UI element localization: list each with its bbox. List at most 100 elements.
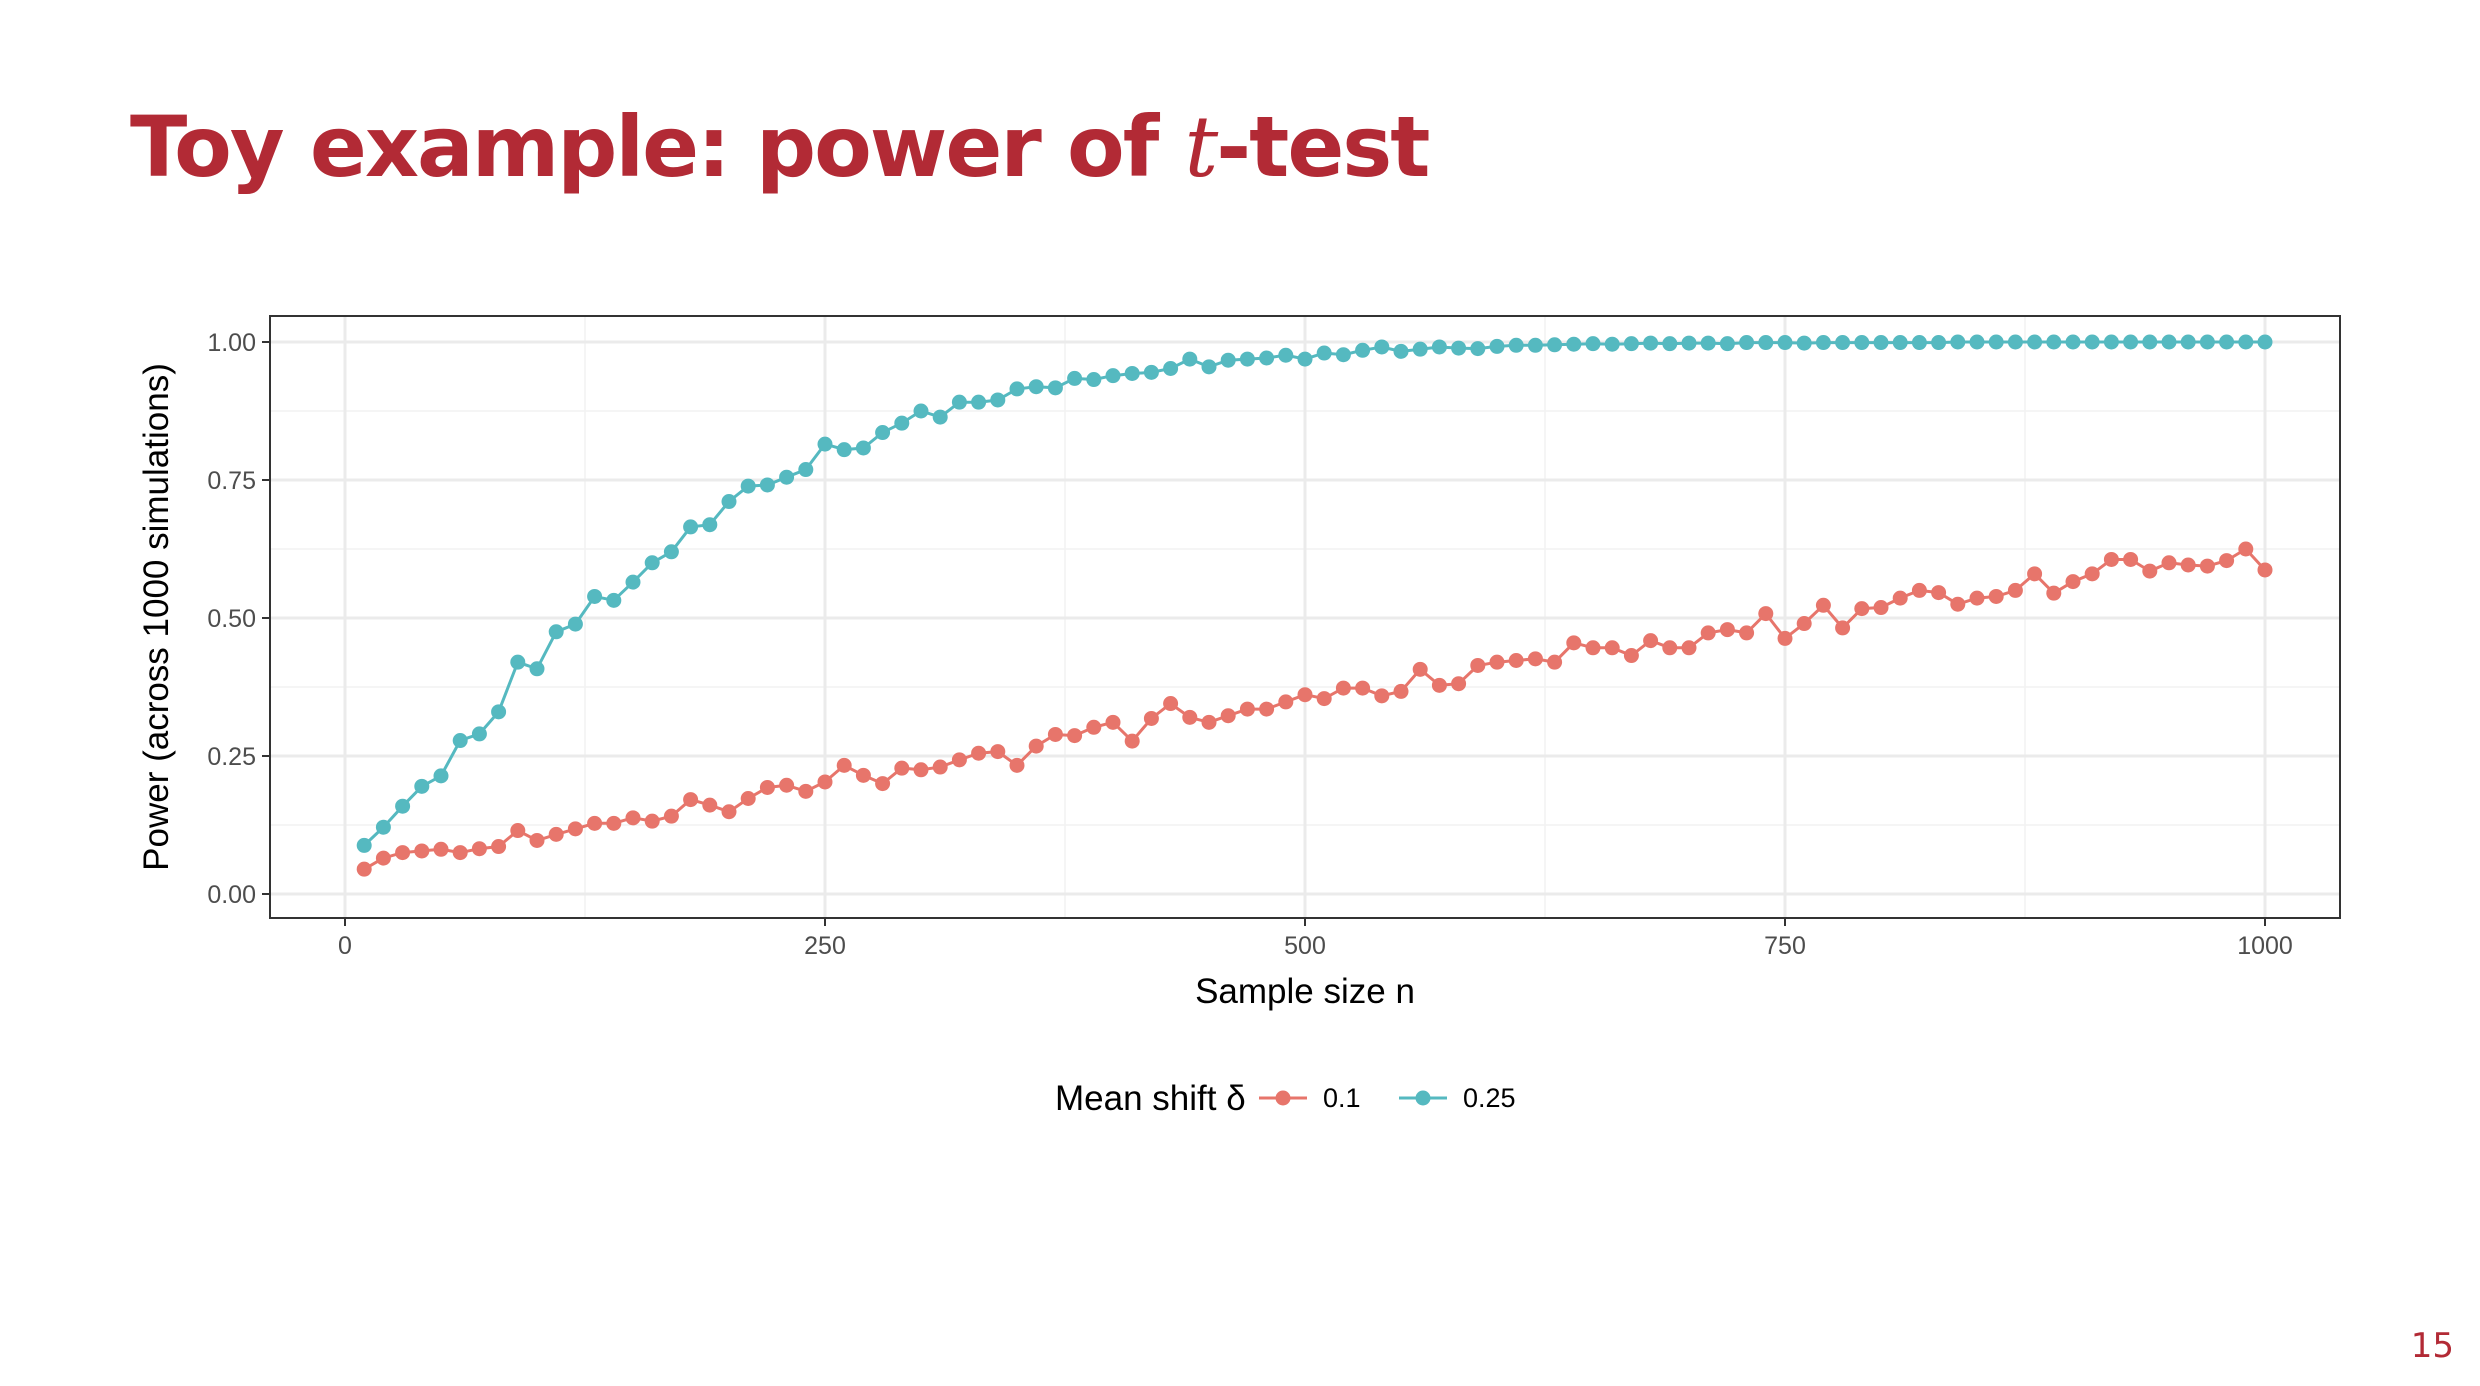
data-point — [1988, 588, 2004, 604]
data-point — [548, 624, 564, 640]
data-point — [471, 726, 487, 742]
data-point — [855, 440, 871, 456]
data-point — [567, 616, 583, 632]
data-point — [414, 778, 430, 794]
data-point — [1662, 640, 1678, 656]
data-point — [1508, 337, 1524, 353]
legend-label: 0.1 — [1323, 1083, 1361, 1113]
data-point — [1028, 738, 1044, 754]
data-point — [1067, 370, 1083, 386]
data-point — [1374, 339, 1390, 355]
data-point — [2180, 557, 2196, 573]
data-point — [702, 517, 718, 533]
series-0.1 — [356, 541, 2273, 877]
data-point — [1220, 352, 1236, 368]
data-point — [1431, 339, 1447, 355]
data-point — [452, 733, 468, 749]
data-point — [1815, 335, 1831, 351]
data-point — [1988, 334, 2004, 350]
data-point — [1009, 757, 1025, 773]
data-point — [1182, 709, 1198, 725]
y-axis-title: Power (across 1000 simulations) — [137, 363, 176, 871]
data-point — [875, 776, 891, 792]
x-tick-label: 500 — [1284, 932, 1326, 960]
data-point — [798, 462, 814, 478]
data-point — [1777, 630, 1793, 646]
data-point — [779, 469, 795, 485]
data-point — [2103, 551, 2119, 567]
data-point — [567, 821, 583, 837]
slide-title: Toy example: power of t-test — [130, 105, 1430, 189]
data-point — [1911, 335, 1927, 351]
slide-title-math-t: t — [1184, 98, 1219, 196]
data-point — [875, 425, 891, 441]
data-point — [587, 588, 603, 604]
data-point — [932, 409, 948, 425]
data-point — [1719, 622, 1735, 638]
data-point — [1143, 364, 1159, 380]
slide-title-suffix: -test — [1216, 98, 1430, 196]
legend-title: Mean shift δ — [1055, 1079, 1246, 1118]
data-point — [2219, 553, 2235, 569]
data-point — [1873, 600, 1889, 616]
data-point — [2199, 558, 2215, 574]
data-point — [2123, 551, 2139, 567]
data-point — [2142, 334, 2158, 350]
data-point — [2257, 334, 2273, 350]
data-point — [1047, 380, 1063, 396]
data-point — [798, 783, 814, 799]
x-tick-label: 0 — [338, 932, 352, 960]
data-point — [1758, 335, 1774, 351]
data-point — [491, 704, 507, 720]
data-point — [702, 797, 718, 813]
data-point — [683, 792, 699, 808]
data-point — [2084, 334, 2100, 350]
data-point — [1239, 701, 1255, 717]
data-point — [1412, 341, 1428, 357]
data-point — [529, 661, 545, 677]
data-point — [1892, 335, 1908, 351]
data-point — [433, 841, 449, 857]
data-point — [1873, 335, 1889, 351]
data-point — [1143, 710, 1159, 726]
data-point — [894, 760, 910, 776]
data-point — [913, 762, 929, 778]
data-point — [2238, 334, 2254, 350]
data-point — [1604, 640, 1620, 656]
chart-legend: Mean shift δ 0.1 0.25 — [1055, 1079, 1516, 1118]
data-point — [1547, 337, 1563, 353]
data-point — [990, 744, 1006, 760]
data-point — [1335, 680, 1351, 696]
data-point — [1604, 336, 1620, 352]
data-point — [836, 757, 852, 773]
data-point — [951, 394, 967, 410]
data-point — [1931, 335, 1947, 351]
data-point — [2027, 566, 2043, 582]
data-point — [2084, 566, 2100, 582]
series-line — [363, 340, 2265, 847]
data-point — [1969, 590, 1985, 606]
data-point — [913, 403, 929, 419]
data-point — [1662, 336, 1678, 352]
data-point — [740, 478, 756, 494]
data-point — [1470, 341, 1486, 357]
data-point — [1316, 691, 1332, 707]
data-point — [1239, 351, 1255, 367]
data-point — [1527, 651, 1543, 667]
data-point — [951, 752, 967, 768]
legend-label: 0.25 — [1463, 1083, 1516, 1113]
data-point — [1182, 351, 1198, 367]
data-point — [510, 654, 526, 670]
data-point — [1067, 728, 1083, 744]
data-point — [1796, 335, 1812, 351]
data-point — [1451, 340, 1467, 356]
data-point — [1815, 597, 1831, 613]
data-point — [1892, 590, 1908, 606]
data-point — [356, 861, 372, 877]
data-point — [1643, 335, 1659, 351]
data-point — [1623, 336, 1639, 352]
data-point — [2238, 541, 2254, 557]
data-point — [1681, 640, 1697, 656]
data-point — [1585, 336, 1601, 352]
data-point — [1220, 708, 1236, 724]
